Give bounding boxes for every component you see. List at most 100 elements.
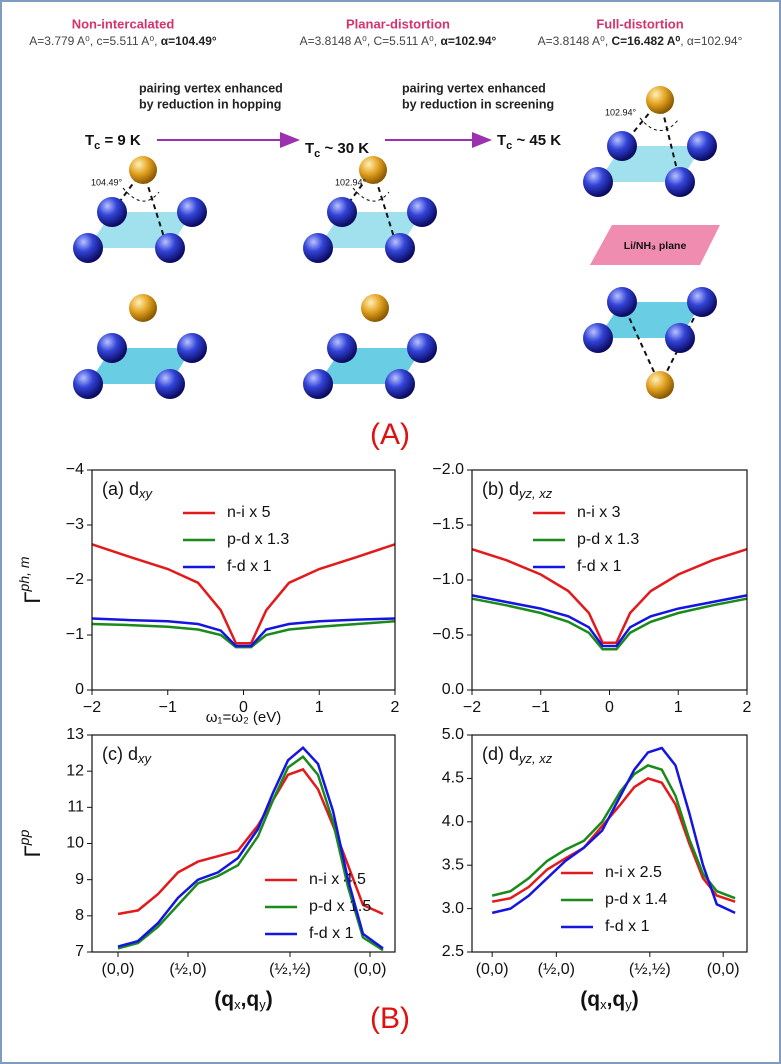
blue-atom	[665, 167, 695, 197]
column-params: A=3.8148 A⁰, C=5.511 A⁰, α=102.94°	[300, 34, 497, 48]
text-part: yz, xz	[518, 486, 553, 501]
text-part: pp	[16, 829, 32, 846]
x-tick-label: (0,0)	[707, 961, 740, 978]
text-part: (a) d	[102, 479, 139, 499]
text-part: yz, xz	[518, 751, 553, 766]
y-tick-label: 4.5	[442, 770, 464, 787]
x-tick-label: 0	[605, 699, 614, 716]
y-tick-label: 10	[66, 835, 84, 852]
text-part: xy	[137, 751, 153, 766]
text-part: α=104.49°	[161, 34, 217, 48]
x-tick-label: −1	[159, 699, 177, 716]
text-part: T	[497, 132, 506, 149]
blue-atom	[327, 333, 357, 363]
text-part: C=16.482 A⁰	[612, 34, 681, 48]
intercalant-plane	[590, 225, 720, 265]
legend-label: f-d x 1	[577, 558, 622, 575]
legend-label: n-i x 2.5	[605, 864, 662, 881]
panel-title: (a) dxy	[102, 479, 154, 502]
y-axis-label: Γpp	[16, 829, 45, 857]
blue-atom	[177, 333, 207, 363]
y-tick-label: 7	[75, 943, 84, 960]
y-tick-label: 3.0	[442, 900, 464, 917]
blue-atom	[583, 167, 613, 197]
text-part: (c) d	[102, 744, 138, 764]
column-params: A=3.8148 A⁰, C=16.482 A⁰, α=102.94°	[538, 34, 743, 48]
x-tick-label: (½,0)	[169, 961, 206, 978]
text-part: (d) d	[482, 744, 519, 764]
text-part: x	[600, 997, 607, 1012]
x-axis-label: (qx,qy)	[580, 988, 639, 1013]
series-line	[91, 617, 396, 648]
text-part: q	[587, 988, 600, 1011]
legend-label: p-d x 1.5	[309, 898, 371, 915]
legend-label: f-d x 1	[227, 558, 272, 575]
text-part: ,	[607, 988, 613, 1011]
series-line	[491, 746, 736, 915]
text-part: c	[314, 148, 320, 160]
series-line	[91, 543, 396, 645]
blue-atom	[177, 197, 207, 227]
text-part: xy	[138, 486, 154, 501]
text-part: q	[612, 988, 625, 1011]
legend-label: p-d x 1.3	[227, 531, 289, 548]
y-tick-label: −4	[66, 461, 84, 478]
y-tick-label: 12	[66, 762, 84, 779]
panel-title: (d) dyz, xz	[482, 744, 553, 767]
gold-atom	[646, 371, 674, 399]
y-tick-label: 4.0	[442, 813, 464, 830]
y-tick-label: 0.0	[442, 681, 464, 698]
gold-atom	[359, 156, 387, 184]
y-tick-label: −1.0	[432, 571, 464, 588]
blue-atom	[407, 197, 437, 227]
column-title: Full-distortion	[596, 16, 683, 31]
series-line	[471, 594, 748, 648]
column-title: Non-intercalated	[72, 16, 175, 31]
y-tick-label: 8	[75, 907, 84, 924]
panel-title: (c) dxy	[102, 744, 153, 767]
plane-label: Li/NH₃ plane	[624, 240, 687, 252]
angle-label: 102.94°	[605, 107, 637, 117]
text-part: x	[234, 997, 241, 1012]
text-part: α=102.94°	[440, 34, 496, 48]
y-tick-label: −2.0	[432, 461, 464, 478]
axes-frame	[471, 469, 748, 691]
x-tick-label: (½,½)	[269, 961, 311, 978]
legend-label: p-d x 1.4	[605, 891, 667, 908]
x-tick-label: 1	[315, 699, 324, 716]
axes-frame	[91, 469, 396, 691]
blue-atom	[97, 197, 127, 227]
text-part: q	[246, 988, 259, 1011]
x-tick-label: −2	[83, 699, 101, 716]
x-tick-label: (½,½)	[629, 961, 671, 978]
text-part: c	[94, 140, 100, 152]
text-part: ~ 45 K	[512, 132, 561, 149]
gold-atom	[129, 156, 157, 184]
x-axis-label: (qx,qy)	[214, 988, 273, 1013]
legend-label: p-d x 1.3	[577, 531, 639, 548]
transition-note: by reduction in screening	[402, 97, 554, 111]
blue-atom	[665, 323, 695, 353]
text-part: ~ 30 K	[320, 140, 369, 157]
panel-title: (b) dyz, xz	[482, 479, 553, 502]
x-tick-label: −2	[463, 699, 481, 716]
blue-atom	[607, 287, 637, 317]
blue-atom	[97, 333, 127, 363]
x-tick-label: 1	[674, 699, 683, 716]
blue-atom	[303, 369, 333, 399]
transition-note: pairing vertex enhanced	[139, 81, 283, 95]
text-part: A=3.779 A⁰, c=5.511 A⁰,	[29, 34, 161, 48]
y-tick-label: 11	[67, 799, 84, 816]
transition-note: by reduction in hopping	[139, 97, 281, 111]
x-tick-label: 0	[239, 699, 248, 716]
series-line	[491, 777, 736, 903]
text-part: y	[625, 997, 632, 1012]
blue-atom	[687, 131, 717, 161]
gold-atom	[361, 294, 389, 322]
text-part: T	[85, 132, 94, 149]
series-line	[471, 548, 748, 644]
y-tick-label: 0	[75, 681, 84, 698]
y-tick-label: 13	[66, 726, 84, 743]
text-part: y	[259, 997, 266, 1012]
text-part: = 9 K	[100, 132, 141, 149]
